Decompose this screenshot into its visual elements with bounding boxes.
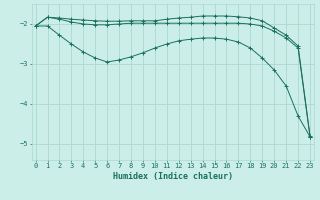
X-axis label: Humidex (Indice chaleur): Humidex (Indice chaleur) — [113, 172, 233, 181]
